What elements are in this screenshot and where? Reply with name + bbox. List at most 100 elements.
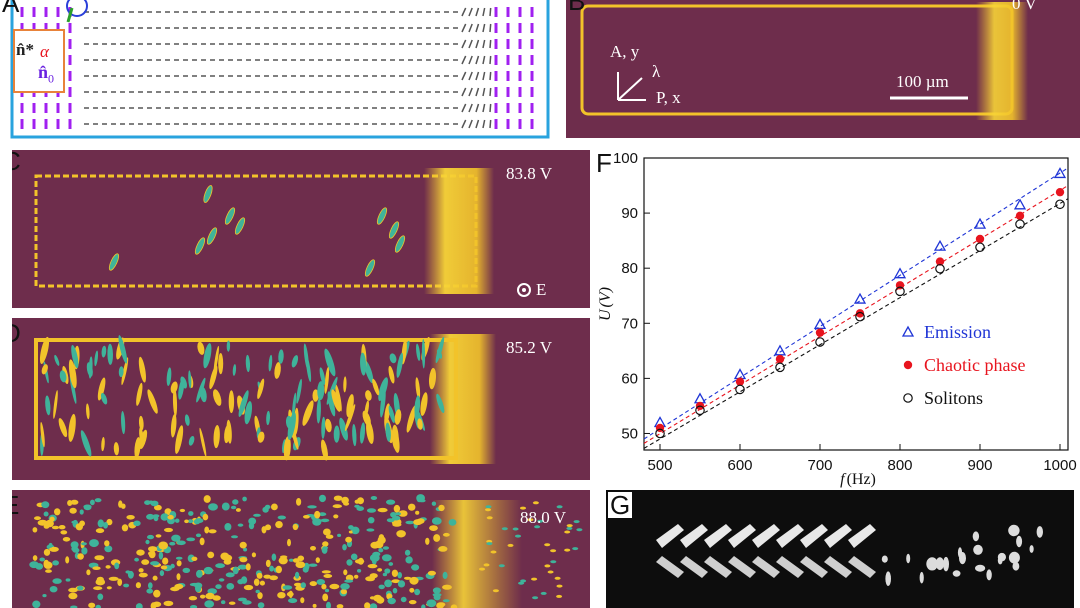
panel-label-b: B [568,0,586,16]
x-axis-label: f (Hz) [840,471,876,488]
panel-label-f: F [596,148,612,178]
chaotic-texture [39,335,445,461]
data-point [935,263,945,274]
data-point [815,328,825,337]
data-point [975,242,985,253]
data-point [895,286,905,297]
n0-main: n̂ [38,62,49,82]
x-tick-label: 900 [967,457,992,474]
legend-marker [903,360,913,370]
y-tick-label: 60 [621,370,638,387]
turbulent-texture [29,494,583,608]
data-point [893,267,907,279]
data-point [1055,187,1065,197]
data-point [1013,198,1027,210]
field-direction-symbol [517,283,531,297]
panel-label-e: E [12,492,19,518]
alpha-symbol: α [40,42,49,61]
x-tick-label: 500 [647,457,672,474]
data-point [775,362,785,373]
cell-boundary [34,338,458,460]
legend-marker [903,393,913,403]
axis-label-ay: A, y [610,42,640,61]
panel-b-image [566,0,1080,138]
birefringence-pattern [656,524,1043,586]
legend-label: Solitons [924,388,983,408]
y-tick-label: 70 [621,315,638,332]
axis-label-px: P, x [656,88,681,107]
legend-marker [901,325,915,337]
green-arrow [66,7,74,23]
n0-symbol: n̂0 [38,62,54,87]
data-point [935,257,945,266]
y-axis-label: U(V) [597,287,614,321]
voltage-c: 83.8 V [506,164,552,183]
data-point [735,377,745,386]
y-axis-unit: (V) [597,287,614,307]
data-point [695,405,705,416]
data-point [973,217,987,229]
data-point [775,354,785,364]
plot-frame [643,157,1069,451]
data-point [773,344,787,356]
panel-e: E 88.0 V [12,490,590,608]
data-point [1053,167,1067,179]
data-point [815,337,825,347]
highlight-circle [66,0,88,17]
panel-c: C 83.8 V E [12,150,590,308]
panel-g: G [606,490,1074,608]
y-axis-symbol: U [597,308,614,321]
scale-bar-label: 100 µm [896,72,949,91]
panel-b: B 0 V A, y λ P, x 100 µm [566,0,1080,138]
data-point [655,428,665,439]
legend-label: Chaotic phase [924,355,1025,375]
data-point [813,318,827,330]
x-axis-unit: (Hz) [847,471,876,488]
data-point [933,239,947,251]
axis-label-lambda: λ [652,62,661,81]
y-tick-label: 100 [613,150,638,167]
legend-label: Emission [924,322,991,342]
n-star-symbol: n̂* [16,40,34,59]
field-label-e: E [536,280,547,299]
panel-d: D 85.2 V [12,318,590,480]
data-point [853,292,867,304]
panel-label-g: G [608,490,633,520]
data-point [1015,211,1025,221]
x-tick-label: 800 [887,457,912,474]
y-tick-label: 50 [621,425,638,442]
data-point [1015,219,1025,229]
y-tick-label: 80 [621,260,638,277]
axes-symbol [617,72,646,101]
voltage-b: 0 V [1012,0,1037,13]
x-tick-label: 600 [727,457,752,474]
inset-box [13,29,65,93]
y-tick-label: 90 [621,205,638,222]
data-point [975,234,985,244]
panel-d-image [12,318,590,480]
x-tick-label: 700 [807,457,832,474]
panel-e-image [12,490,590,608]
voltage-e: 88.0 V [520,508,566,527]
data-point [855,311,865,322]
bright-edge [432,500,522,608]
solitons [108,185,406,277]
data-point [735,384,745,395]
data-point [1055,199,1065,210]
data-point [855,309,865,318]
panel-label-c: C [12,150,21,174]
panel-g-image [606,490,1074,608]
voltage-frequency-chart: 500 600 700 800 900 1000 50 60 70 80 90 100 Emissio… [597,150,1077,488]
x-tick-label: 1000 [1043,457,1076,474]
x-axis-symbol: f [840,471,847,488]
bright-edge [424,168,494,294]
n0-sub: 0 [48,71,55,86]
panel-a: A n̂* α n̂0 [0,0,560,140]
voltage-d: 85.2 V [506,338,552,357]
panel-label-a: A [2,0,20,18]
bright-edge [976,2,1028,120]
director-field-diagram [10,0,550,139]
fit-line [643,198,1069,449]
panel-f: 500 600 700 800 900 1000 50 60 70 80 90 100 Emissio… [596,148,1080,488]
panel-c-image [12,150,590,308]
